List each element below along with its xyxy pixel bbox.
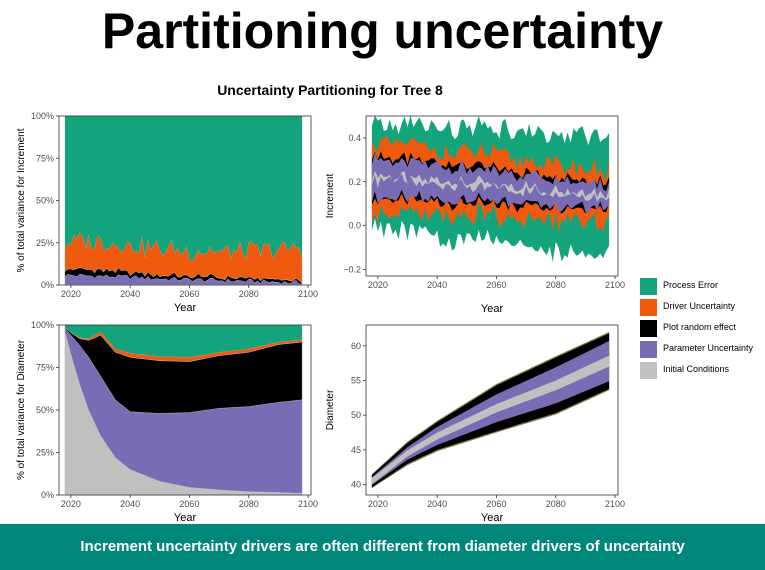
y-tick-label: −0.2 <box>343 264 361 274</box>
legend-swatch <box>640 341 657 358</box>
legend-label: Driver Uncertainty <box>663 301 736 311</box>
legend-label: Parameter Uncertainty <box>663 343 754 353</box>
y-tick-label: 25% <box>36 448 54 458</box>
y-axis-label: % of total variance for Diameter <box>16 339 27 480</box>
plot-border <box>365 115 619 277</box>
y-tick-label: 25% <box>36 238 54 248</box>
x-axis-label: Year <box>481 512 504 524</box>
plot-border <box>365 324 619 496</box>
x-tick-label: 2100 <box>605 280 625 290</box>
x-tick-label: 2060 <box>179 289 199 299</box>
footer-banner: Increment uncertainty drivers are often … <box>0 524 765 570</box>
area-process-error <box>64 116 303 262</box>
y-tick-label: 100% <box>31 111 54 121</box>
y-tick-label: 0.0 <box>348 221 361 231</box>
x-tick-label: 2020 <box>368 280 388 290</box>
band-initial-conditions <box>371 170 610 202</box>
legend-label: Initial Conditions <box>663 364 730 374</box>
y-tick-label: 40 <box>351 480 361 490</box>
band-parameter-uncertainty <box>371 152 610 214</box>
band-initial-conditions <box>371 355 610 485</box>
x-tick-label: 2040 <box>120 289 140 299</box>
x-tick-label: 2040 <box>120 499 140 509</box>
chart-panel-3: 0% 25% 50% 75% 100% 2020 2040 2060 2080 2100 Year%… <box>16 320 318 524</box>
x-tick-label: 2040 <box>427 499 447 509</box>
x-tick-label: 2100 <box>298 289 318 299</box>
legend-swatch <box>640 320 657 337</box>
chart-panel-4: 40 45 50 55 60 2020 2040 2060 2080 2100 Year Diamet… <box>325 324 625 524</box>
chart-panel-1: 0% 25% 50% 75% 100% 2020 2040 2060 2080 2100 Year%… <box>16 111 318 314</box>
charts-canvas: 0% 25% 50% 75% 100% 2020 2040 2060 2080 2100 Year%… <box>16 111 625 524</box>
legend-swatch <box>640 278 657 295</box>
x-tick-label: 2020 <box>61 289 81 299</box>
y-tick-label: 75% <box>36 363 54 373</box>
y-tick-label: 75% <box>36 153 54 163</box>
x-tick-label: 2020 <box>61 499 81 509</box>
x-tick-label: 2080 <box>239 289 259 299</box>
legend-label: Plot random effect <box>663 322 736 332</box>
y-tick-label: 0.2 <box>348 177 361 187</box>
x-axis-label: Year <box>174 512 197 524</box>
x-tick-label: 2020 <box>368 499 388 509</box>
legend-label: Process Error <box>663 280 719 290</box>
figure-title: Uncertainty Partitioning for Tree 8 <box>217 82 443 98</box>
slide-title: Partitioning uncertainty <box>101 3 664 59</box>
y-tick-label: 45 <box>351 445 361 455</box>
x-tick-label: 2080 <box>239 499 259 509</box>
y-tick-label: 100% <box>31 320 54 330</box>
x-axis-label: Year <box>481 303 504 315</box>
y-tick-label: 0% <box>41 490 54 500</box>
y-tick-label: 50% <box>36 196 54 206</box>
x-tick-label: 2080 <box>546 280 566 290</box>
x-tick-label: 2060 <box>486 499 506 509</box>
footer-text: Increment uncertainty drivers are often … <box>80 538 685 555</box>
x-axis-label: Year <box>174 302 197 314</box>
y-tick-label: 50 <box>351 410 361 420</box>
x-tick-label: 2060 <box>486 280 506 290</box>
y-axis-label: Diameter <box>325 389 336 430</box>
y-axis-label: Increment <box>325 174 336 219</box>
y-tick-label: 0.4 <box>348 133 361 143</box>
x-tick-label: 2100 <box>605 499 625 509</box>
area-process-error <box>64 325 303 358</box>
y-tick-label: 0% <box>41 280 54 290</box>
y-tick-label: 55 <box>351 376 361 386</box>
legend-swatch <box>640 299 657 316</box>
x-tick-label: 2060 <box>179 499 199 509</box>
y-axis-label: % of total variance for Increment <box>16 128 27 272</box>
x-tick-label: 2040 <box>427 280 447 290</box>
chart-panel-2: −0.2 0.0 0.2 0.4 2020 2040 2060 2080 2100 Year Inc… <box>325 115 625 315</box>
x-tick-label: 2080 <box>546 499 566 509</box>
y-tick-label: 60 <box>351 341 361 351</box>
x-tick-label: 2100 <box>298 499 318 509</box>
y-tick-label: 50% <box>36 405 54 415</box>
legend-swatch <box>640 362 657 379</box>
